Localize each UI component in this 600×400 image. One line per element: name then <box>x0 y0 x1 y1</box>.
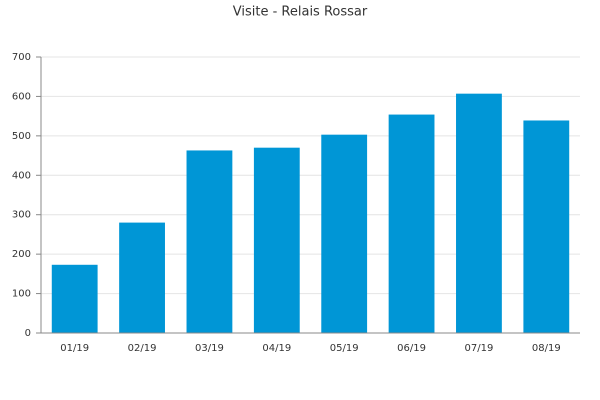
bar <box>388 114 435 334</box>
x-tick-label: 01/19 <box>60 343 89 354</box>
bar <box>51 264 98 333</box>
y-tick-label: 100 <box>12 289 31 300</box>
x-tick-label: 07/19 <box>465 343 494 354</box>
bar <box>119 222 165 333</box>
bar <box>321 134 368 333</box>
y-tick-label: 700 <box>12 52 31 63</box>
x-tick-label: 04/19 <box>262 343 291 354</box>
bar <box>186 150 233 333</box>
y-tick-label: 600 <box>12 91 31 102</box>
x-tick-label: 02/19 <box>128 343 157 354</box>
y-tick-label: 500 <box>12 131 31 142</box>
x-tick-label: 06/19 <box>397 343 426 354</box>
x-tick-label: 08/19 <box>532 343 561 354</box>
y-tick-label: 300 <box>12 210 31 221</box>
bar <box>253 147 300 333</box>
chart-title: Visite - Relais Rossar <box>233 5 368 20</box>
x-tick-label: 03/19 <box>195 343 224 354</box>
y-tick-label: 200 <box>12 249 31 260</box>
y-tick-label: 0 <box>25 328 31 339</box>
bar <box>523 120 570 333</box>
x-tick-label: 05/19 <box>330 343 359 354</box>
y-tick-label: 400 <box>12 170 31 181</box>
bar <box>456 93 502 333</box>
